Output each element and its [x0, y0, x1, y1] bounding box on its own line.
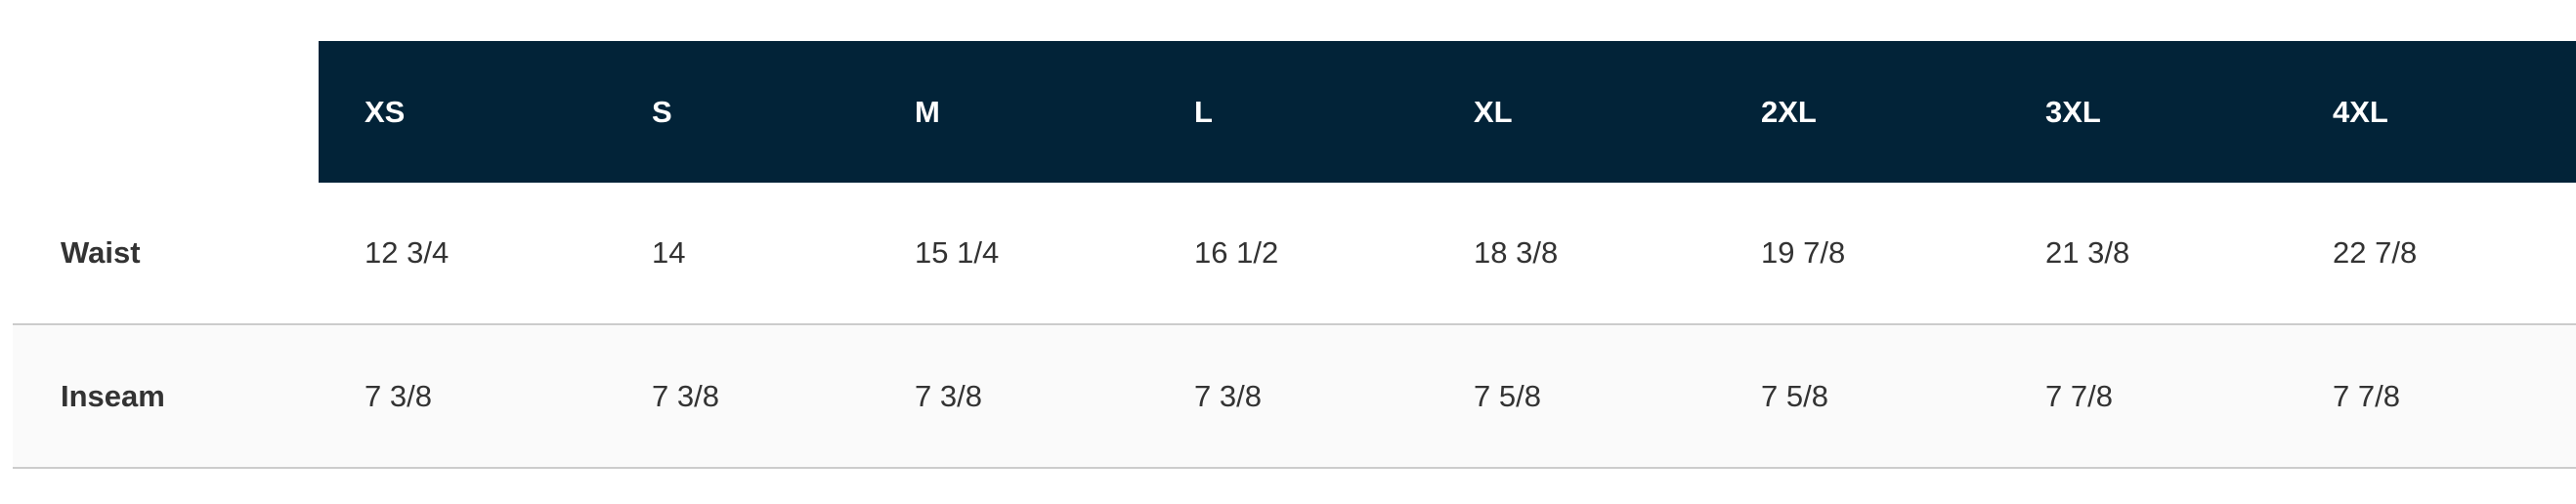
column-header-xs: XS — [365, 95, 406, 129]
table-cell: 7 5/8 — [1474, 378, 1541, 413]
table-cell: 19 7/8 — [1761, 235, 1846, 270]
table-cell: 18 3/8 — [1474, 235, 1559, 270]
table-cell: 12 3/4 — [365, 235, 450, 270]
table-cell: 21 3/8 — [2045, 235, 2130, 270]
column-header-l: L — [1194, 95, 1213, 129]
column-header-s: S — [652, 95, 672, 129]
table-cell: 7 3/8 — [1194, 378, 1262, 413]
column-header-m: M — [915, 95, 940, 129]
table-cell: 7 3/8 — [915, 378, 982, 413]
column-header-3xl: 3XL — [2045, 95, 2101, 129]
table-row-waist: Waist 12 3/4 14 15 1/4 16 1/2 18 3/8 19 … — [13, 183, 2576, 325]
table-row-inseam: Inseam 7 3/8 7 3/8 7 3/8 7 3/8 7 5/8 7 5… — [13, 325, 2576, 469]
table-cell: 7 3/8 — [365, 378, 432, 413]
table-cell: 7 7/8 — [2333, 378, 2400, 413]
size-header-row: XS S M L XL 2XL 3XL 4XL — [319, 41, 2576, 183]
row-label: Inseam — [61, 378, 165, 413]
column-header-4xl: 4XL — [2333, 95, 2388, 129]
table-cell: 7 3/8 — [652, 378, 719, 413]
table-cell: 7 7/8 — [2045, 378, 2113, 413]
column-header-xl: XL — [1474, 95, 1513, 129]
table-cell: 14 — [652, 235, 686, 270]
table-cell: 15 1/4 — [915, 235, 1000, 270]
table-cell: 7 5/8 — [1761, 378, 1828, 413]
table-cell: 22 7/8 — [2333, 235, 2418, 270]
table-cell: 16 1/2 — [1194, 235, 1279, 270]
column-header-2xl: 2XL — [1761, 95, 1817, 129]
row-label: Waist — [61, 235, 141, 270]
